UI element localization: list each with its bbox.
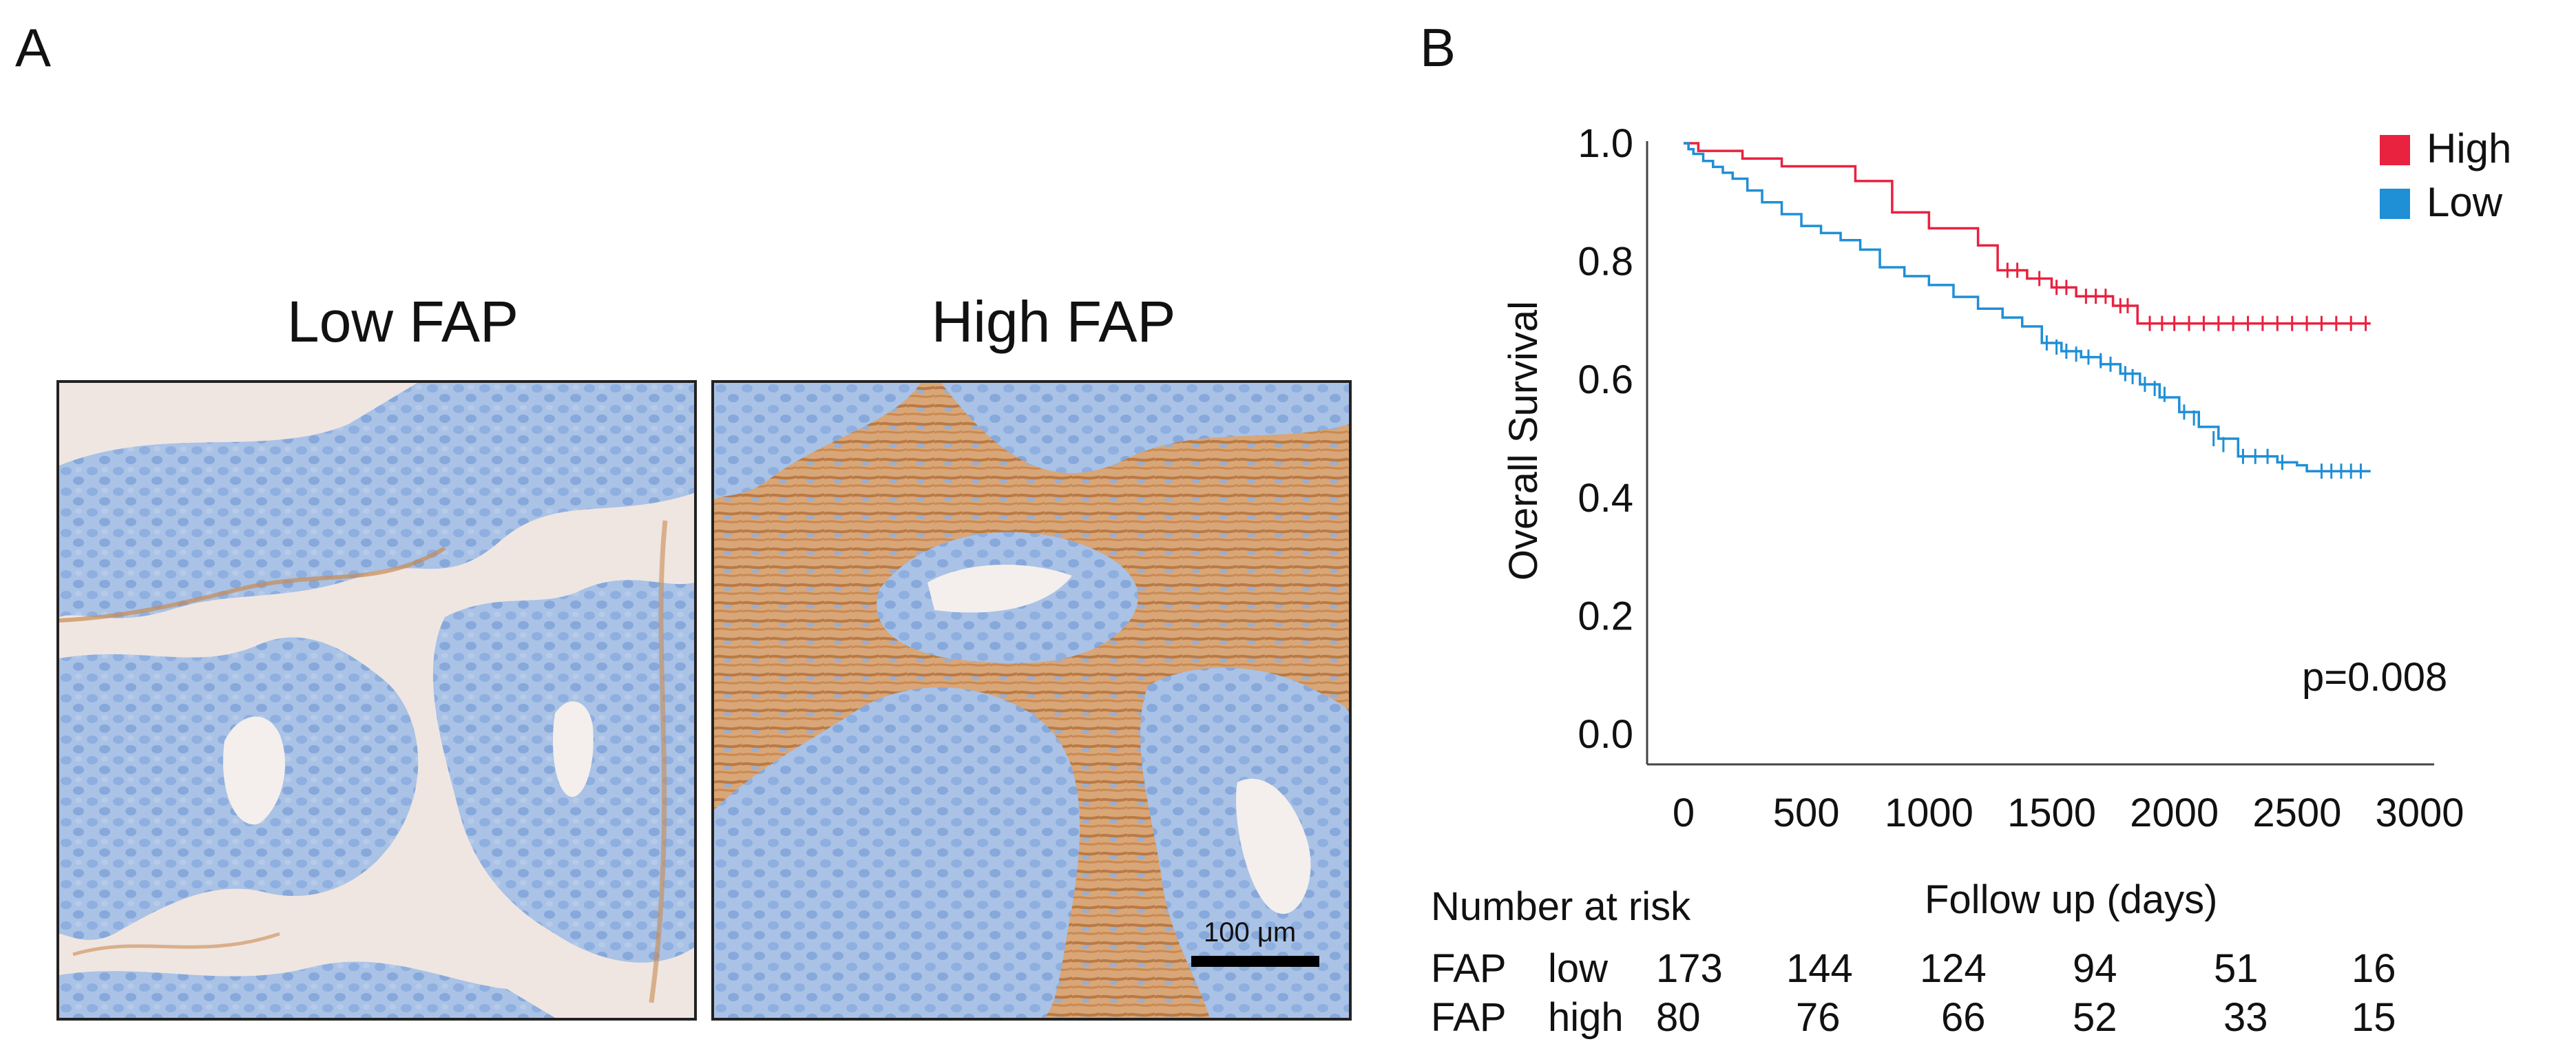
legend-label-low: Low	[2427, 179, 2503, 225]
legend-swatch-high	[2380, 135, 2410, 165]
chart-legend: High Low	[2380, 125, 2511, 225]
risk-high-value: 80	[1656, 995, 1701, 1040]
risk-low-value: 94	[2073, 946, 2117, 991]
series-line-low	[1684, 142, 2371, 472]
y-axis-label: Overall Survival	[1501, 301, 1546, 581]
chart-axes: 0.0 0.2 0.4 0.6 0.8 1.0 0 500 1000 1500 2000 2500 30…	[1578, 121, 2464, 835]
legend-label-high: High	[2427, 125, 2511, 171]
risk-low-value: 124	[1920, 946, 1987, 991]
risk-low-value: 51	[2214, 946, 2259, 991]
risk-high-value: 15	[2352, 995, 2396, 1040]
low-fap-title: Low FAP	[286, 289, 519, 354]
x-axis-label: Follow up (days)	[1925, 877, 2218, 922]
x-tick-label: 3000	[2375, 791, 2464, 835]
y-tick-label: 0.8	[1578, 240, 1633, 284]
risk-high-value: 33	[2223, 995, 2268, 1040]
series-line-high	[1684, 142, 2371, 325]
x-tick-label: 2000	[2130, 791, 2219, 835]
y-tick-label: 0.6	[1578, 357, 1633, 402]
x-tick-label: 0	[1673, 791, 1695, 835]
high-fap-micrograph	[711, 380, 1352, 1021]
scale-bar	[1191, 956, 1319, 967]
risk-row-low-group: low	[1548, 946, 1609, 991]
high-fap-title: High FAP	[931, 289, 1176, 354]
risk-row-high-label: FAP	[1431, 995, 1507, 1040]
x-tick-label: 1500	[2007, 791, 2096, 835]
y-tick-label: 0.0	[1578, 712, 1633, 757]
risk-high-value: 52	[2073, 995, 2117, 1040]
legend-swatch-low	[2380, 189, 2410, 219]
risk-high-value: 76	[1796, 995, 1841, 1040]
risk-table-heading: Number at risk	[1431, 884, 1691, 929]
panel-a-letter: A	[15, 17, 52, 78]
risk-low-value: 144	[1786, 946, 1853, 991]
risk-low-value: 16	[2352, 946, 2396, 991]
p-value-annotation: p=0.008	[2302, 655, 2447, 700]
low-fap-micrograph	[56, 380, 697, 1021]
risk-row-high-group: high	[1548, 995, 1624, 1040]
panel-b-letter: B	[1420, 17, 1456, 78]
y-tick-label: 1.0	[1578, 121, 1633, 166]
risk-row-low-label: FAP	[1431, 946, 1507, 991]
x-tick-label: 500	[1773, 791, 1840, 835]
x-tick-label: 1000	[1885, 791, 1973, 835]
chart-series	[1684, 142, 2371, 479]
scale-bar-label: 100 μm	[1204, 917, 1297, 948]
x-tick-label: 2500	[2252, 791, 2341, 835]
y-tick-label: 0.2	[1578, 594, 1633, 638]
y-tick-label: 0.4	[1578, 476, 1633, 521]
risk-low-value: 173	[1656, 946, 1723, 991]
risk-high-value: 66	[1941, 995, 1986, 1040]
